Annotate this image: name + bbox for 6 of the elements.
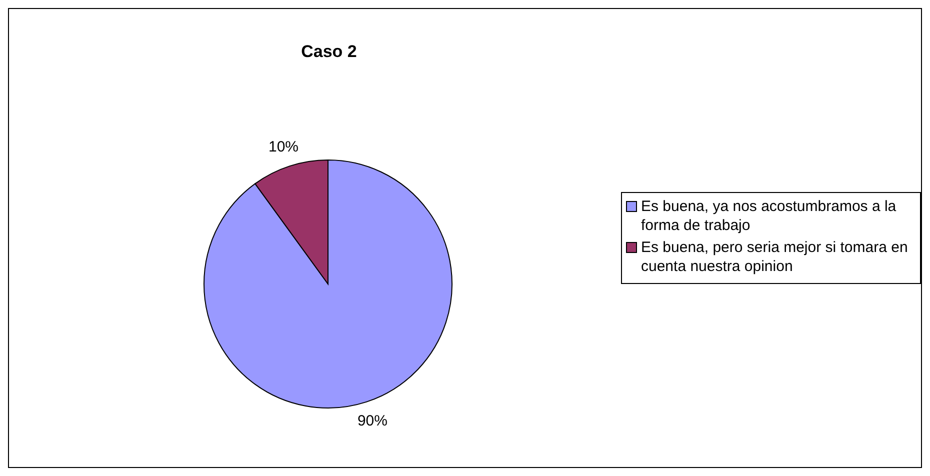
pie-slice: [204, 160, 452, 408]
data-label: 90%: [357, 412, 388, 430]
data-label: 10%: [268, 138, 299, 156]
legend-label: Es buena, ya nos acostumbramos a la forma de trabajo: [641, 197, 898, 235]
legend-label: Es buena, pero seria mejor si tomara en cuenta nuestra opinion: [641, 238, 909, 276]
chart-title: Caso 2: [300, 42, 358, 62]
